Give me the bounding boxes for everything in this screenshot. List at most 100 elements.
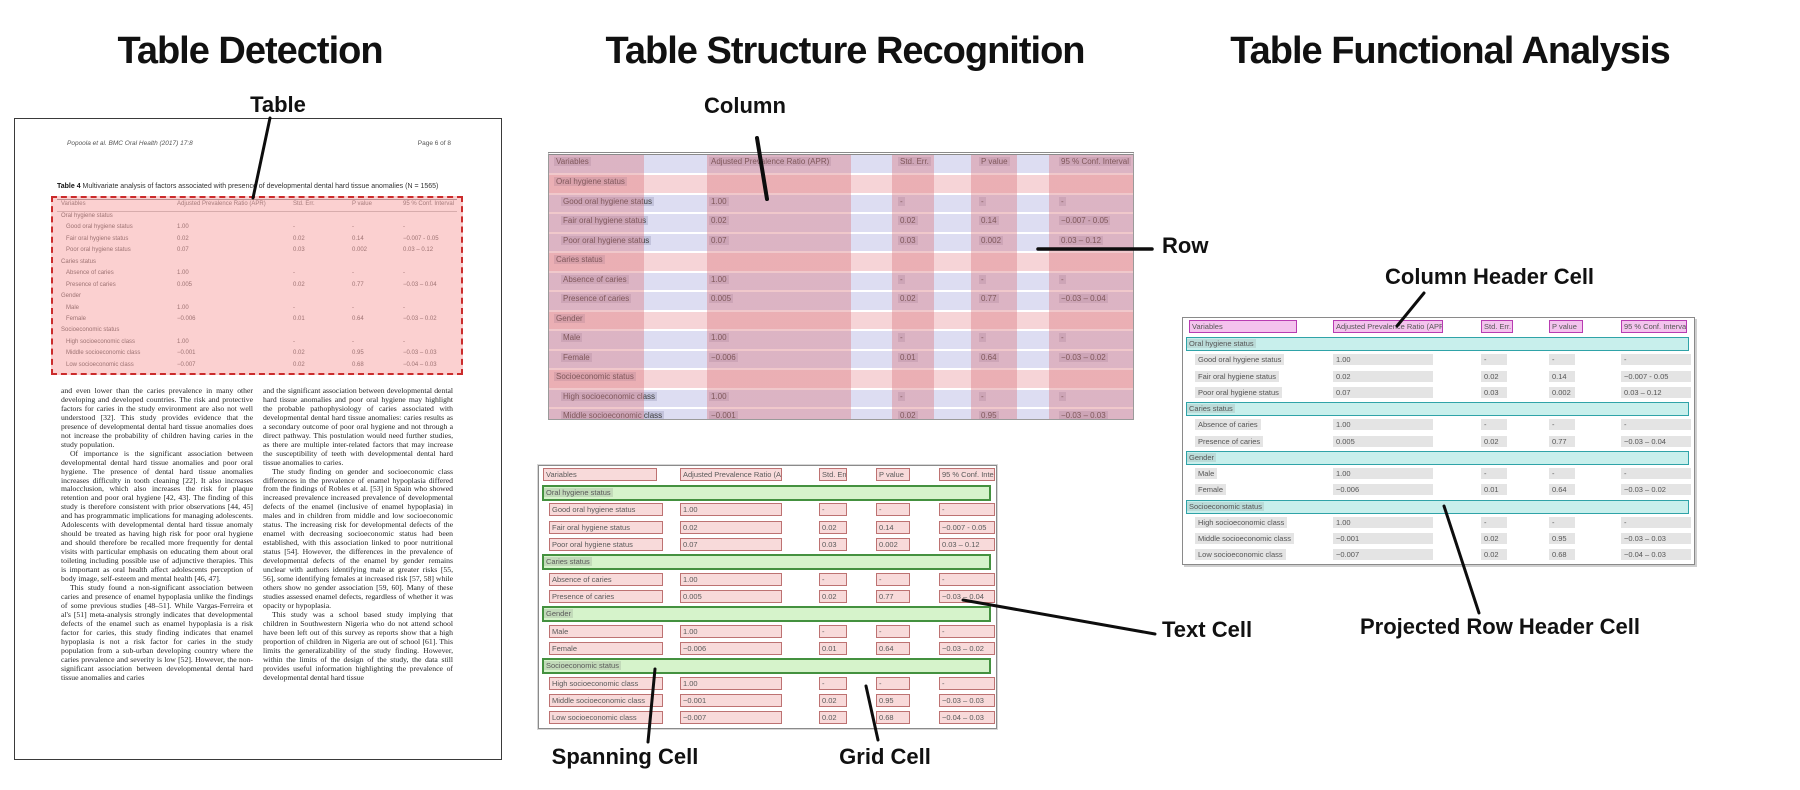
text-cell: 0.14	[352, 235, 364, 242]
text-cell: 0.02	[293, 350, 305, 357]
text-cell: 0.02	[1481, 370, 1507, 382]
text-cell: Poor oral hygiene status	[1195, 386, 1282, 398]
table-row: Good oral hygiene status 1.00 - - -	[1183, 352, 1694, 368]
text-cell: Male	[1195, 468, 1218, 480]
text-cell: 0.03	[293, 247, 305, 254]
table-row: High socioeconomic class 1.00 - - -	[539, 675, 996, 692]
text-cell: 0.03	[1481, 386, 1507, 398]
text-cell: -	[1549, 354, 1575, 366]
text-cell: 0.02	[898, 216, 918, 225]
text-cell: −0.04 – 0.03	[403, 361, 437, 368]
table-row: Low socioeconomic class −0.007 0.02 0.68 −0.…	[539, 709, 996, 726]
table-row: High socioeconomic class 1.00 - - -	[549, 389, 1133, 409]
grid-cell: 0.64	[876, 642, 910, 656]
text-cell: Low socioeconomic class	[66, 361, 134, 368]
text-cell: 0.005	[177, 281, 193, 288]
grid-cell: Male	[549, 624, 663, 638]
grid-cell: Absence of caries	[549, 572, 663, 586]
grid-cell: -	[819, 503, 847, 517]
spanning-cell: Gender	[61, 293, 82, 300]
spanning-row: Oral hygiene status	[1183, 336, 1694, 352]
text-cell: -	[1621, 354, 1691, 366]
text-cell: 0.95	[979, 411, 999, 420]
grid-cell: -	[939, 503, 995, 517]
column-header-cell: Variables	[554, 157, 591, 166]
spanning-cell: Caries status	[61, 258, 97, 265]
grid-cell: 0.77	[876, 590, 910, 604]
text-cell: -	[403, 270, 405, 277]
text-cell: -	[1059, 274, 1066, 284]
text-cell: -	[1481, 354, 1507, 366]
document-running-header: Popoola et al. BMC Oral Health (2017) 17…	[67, 140, 193, 147]
spanning-row: Gender	[1183, 450, 1694, 466]
grid-cell: 0.02	[819, 520, 847, 534]
text-cell: -	[1481, 516, 1507, 528]
text-cell: Absence of caries	[1195, 419, 1261, 431]
table-row: Presence of caries 0.005 0.02 0.77 −0.03 – 0…	[549, 292, 1133, 312]
grid-cell: Female	[549, 642, 663, 656]
text-cell: -	[1621, 419, 1691, 431]
text-cell: −0.006	[1333, 484, 1433, 496]
spanning-row: Socioeconomic status	[1183, 499, 1694, 515]
text-cell: 0.14	[1549, 370, 1575, 382]
table-row: Good oral hygiene status 1.00 - - -	[57, 223, 457, 234]
spanning-row: Socioeconomic status	[57, 326, 457, 337]
grid-cell: -	[819, 676, 847, 690]
callout-spanning-cell: Spanning Cell	[551, 744, 699, 769]
text-cell: -	[403, 224, 405, 231]
table-row: Middle socioeconomic class −0.001 0.02 0.95…	[1183, 531, 1694, 547]
text-cell: 0.03	[898, 235, 918, 245]
text-cell: 0.77	[352, 281, 364, 288]
spanning-row: Caries status	[1183, 401, 1694, 417]
text-cell: −0.03 – 0.03	[1059, 411, 1108, 420]
text-cell: Middle socioeconomic class	[561, 411, 665, 420]
spanning-row: Gender	[539, 605, 996, 623]
grid-cell: Poor oral hygiene status	[549, 538, 663, 552]
projected-row-header-cell: Socioeconomic status	[1186, 499, 1689, 514]
text-cell: -	[1481, 419, 1507, 431]
text-cell: -	[293, 338, 295, 345]
text-cell: 0.03 – 0.12	[1621, 386, 1691, 398]
body-paragraph: This study was a school based study impl…	[263, 609, 453, 682]
grid-cell: -	[939, 676, 995, 690]
text-cell: −0.007 - 0.05	[403, 235, 439, 242]
grid-cell: High socioeconomic class	[549, 676, 663, 690]
spanning-row: Socioeconomic status	[539, 657, 996, 675]
spanning-cell: Oral hygiene status	[61, 213, 113, 219]
column-header-cell: Std. Err.	[819, 468, 847, 481]
spanning-row: Gender	[57, 292, 457, 303]
header-row: Variables Adjusted Prevalence Ratio (APR)…	[1183, 318, 1694, 336]
text-cell: 0.64	[352, 315, 364, 322]
structure-cells-table: Variables Adjusted Prevalence Ratio (APR)…	[537, 464, 998, 730]
text-cell: Absence of caries	[66, 270, 114, 277]
spanning-cell-text: Socioeconomic status	[544, 661, 621, 671]
document-page-number: Page 6 of 8	[417, 140, 451, 147]
text-cell: High socioeconomic class	[66, 338, 136, 345]
text-cell: −0.03 – 0.04	[403, 281, 437, 288]
grid-cell: −0.03 – 0.04	[939, 590, 995, 604]
text-cell: 0.01	[1481, 484, 1507, 496]
table-row: Male 1.00 - - -	[57, 304, 457, 315]
table-row: Male 1.00 - - -	[539, 623, 996, 640]
text-cell: Female	[561, 352, 592, 362]
table-row: Male 1.00 - - -	[1183, 466, 1694, 482]
text-cell: Poor oral hygiene status	[66, 247, 131, 254]
table-row: Presence of caries 0.005 0.02 0.77 −0.03 – 0…	[1183, 434, 1694, 450]
callout-column-header-cell: Column Header Cell	[1385, 264, 1595, 289]
column-header-cell: P value	[1549, 320, 1583, 333]
text-cell: -	[1059, 391, 1066, 401]
table-caption: Table 4 Multivariate analysis of factors…	[57, 183, 497, 190]
column-header-cell: Std. Err.	[1481, 320, 1513, 333]
text-cell: Fair oral hygiene status	[1195, 370, 1279, 382]
text-cell: −0.001	[177, 350, 196, 357]
spanning-row: Caries status	[539, 553, 996, 571]
body-paragraph: Of importance is the significant associa…	[61, 448, 253, 584]
text-cell: Female	[1195, 484, 1227, 496]
text-cell: 1.00	[177, 304, 189, 311]
text-cell: 1.00	[177, 224, 189, 231]
body-paragraph: and even lower than the caries prevalenc…	[61, 386, 253, 449]
text-cell: 0.02	[898, 411, 918, 420]
column-header-cell: 95 % Conf. Interval	[403, 201, 455, 207]
spanning-cell: Oral hygiene status	[542, 485, 991, 501]
text-cell: 0.005	[709, 294, 734, 303]
